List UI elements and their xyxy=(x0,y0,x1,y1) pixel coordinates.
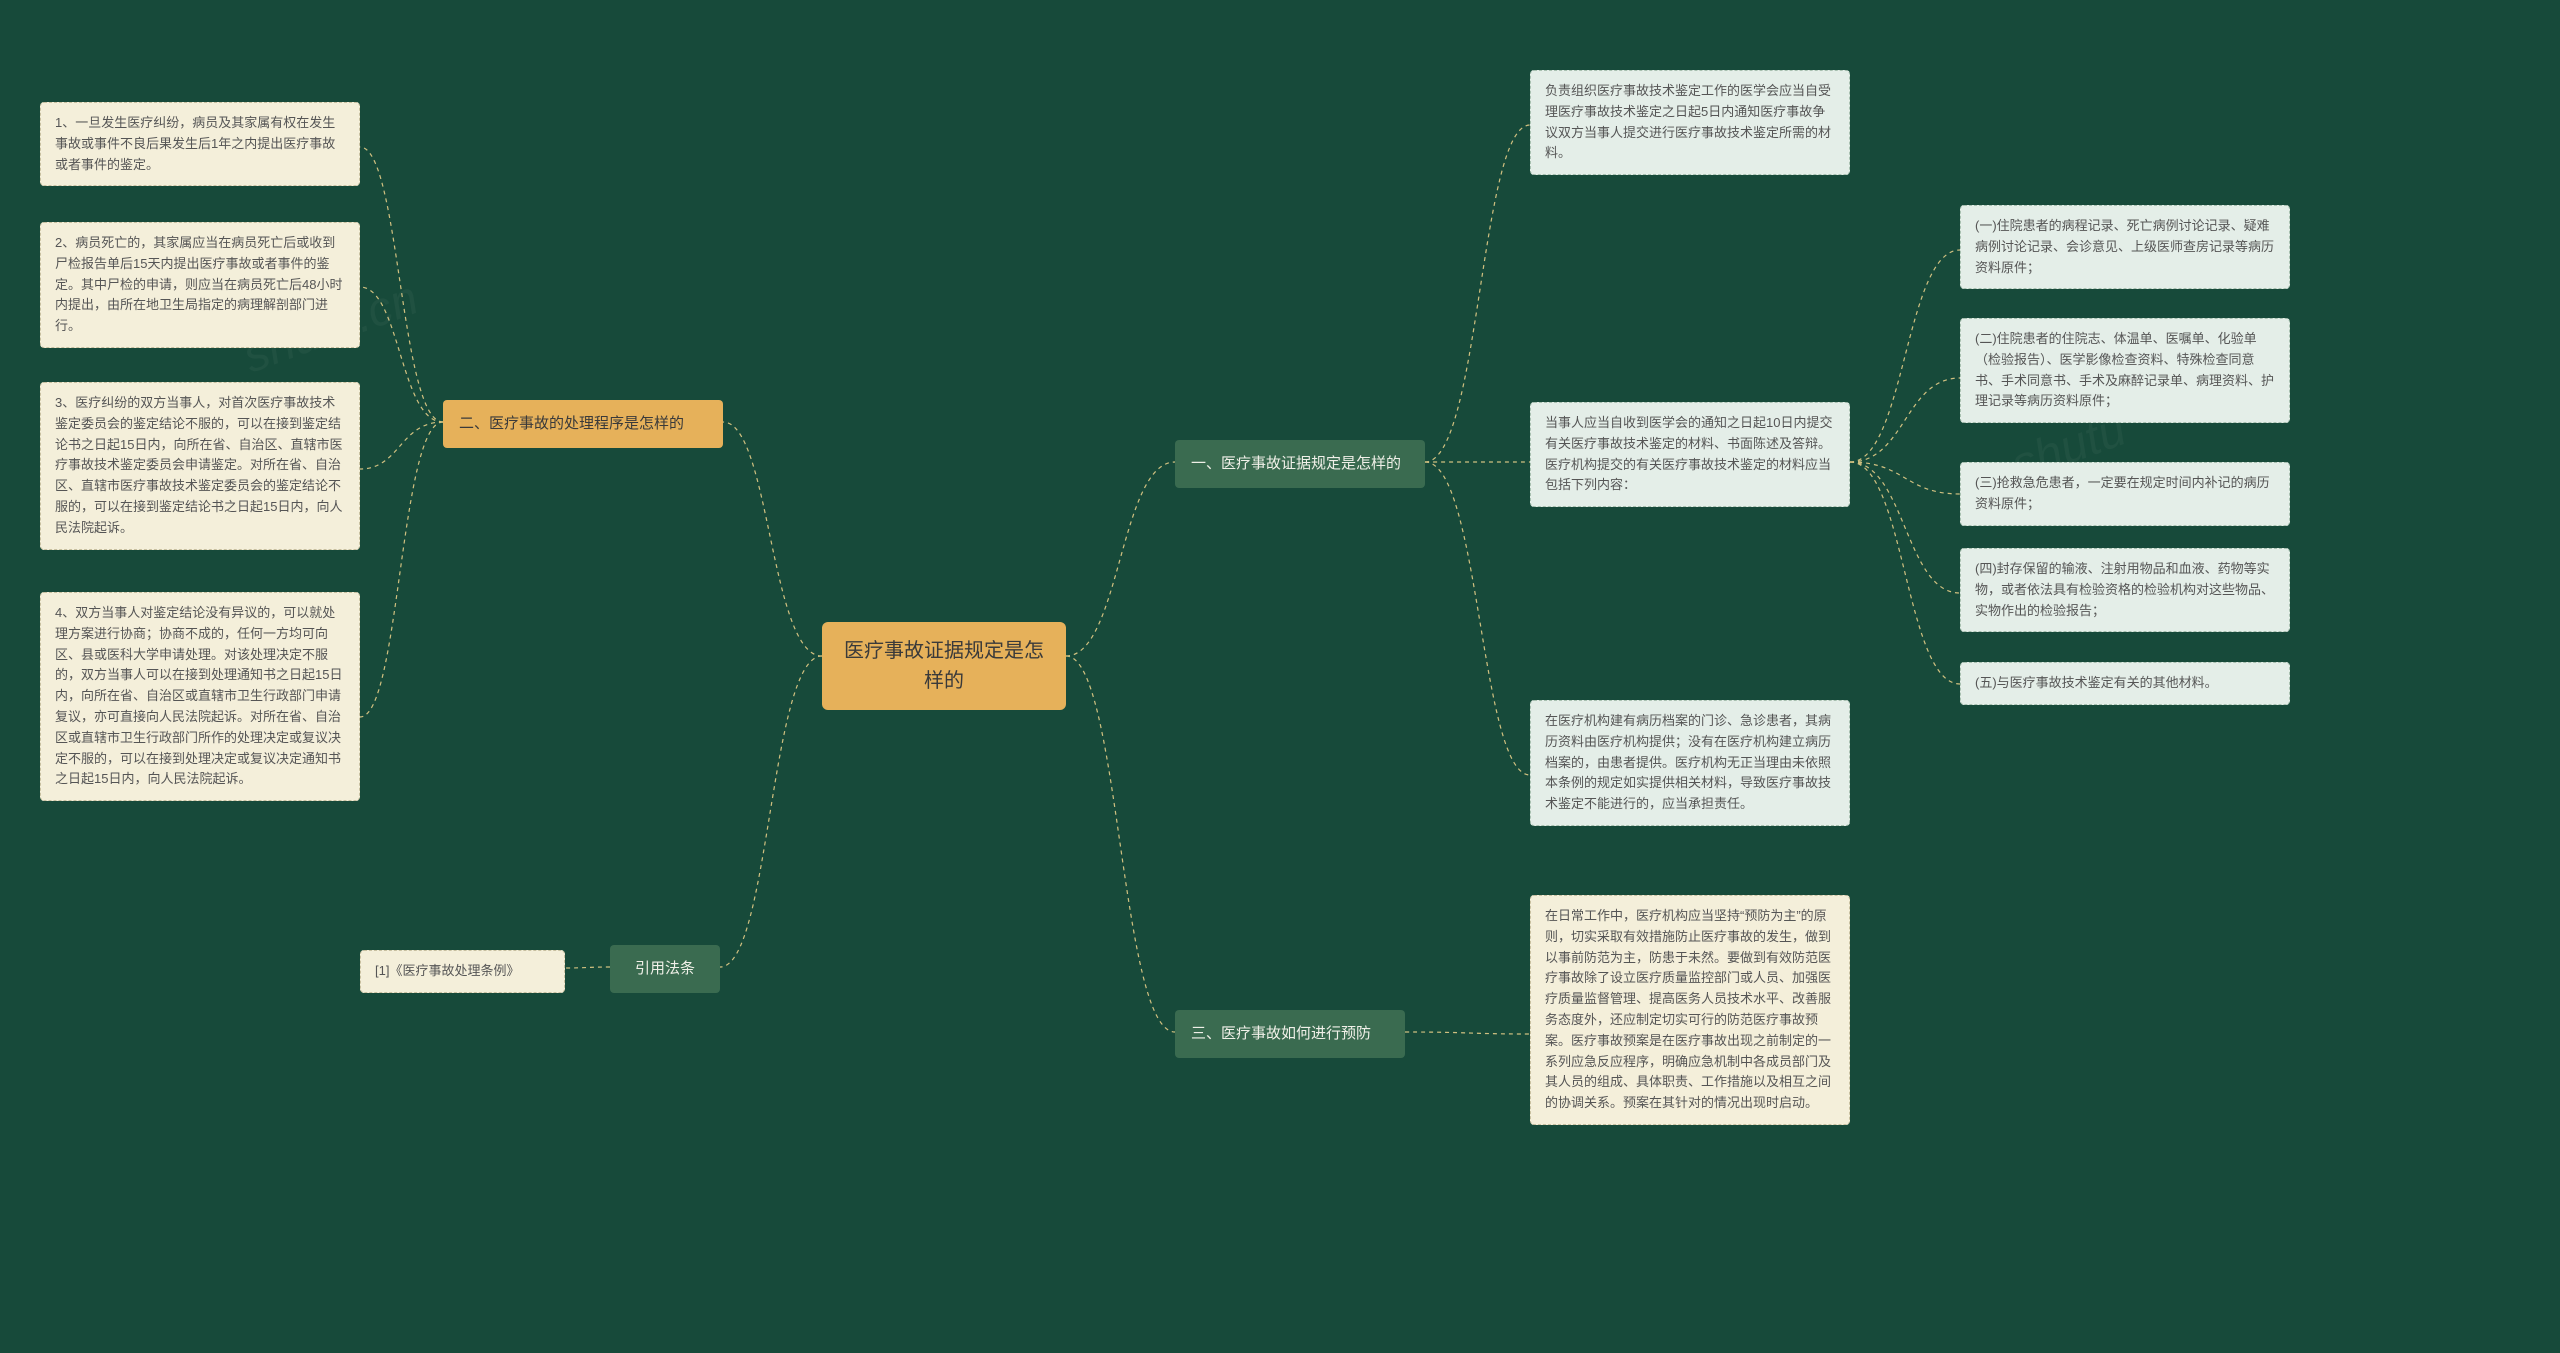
leaf-node: (五)与医疗事故技术鉴定有关的其他材料。 xyxy=(1960,662,2290,705)
leaf-node: 当事人应当自收到医学会的通知之日起10日内提交有关医疗事故技术鉴定的材料、书面陈… xyxy=(1530,402,1850,507)
branch-section-citation: 引用法条 xyxy=(610,945,720,993)
leaf-node: [1]《医疗事故处理条例》 xyxy=(360,950,565,993)
leaf-node: 4、双方当事人对鉴定结论没有异议的，可以就处理方案进行协商；协商不成的，任何一方… xyxy=(40,592,360,801)
leaf-node: (四)封存保留的输液、注射用物品和血液、药物等实物，或者依法具有检验资格的检验机… xyxy=(1960,548,2290,632)
leaf-node: (三)抢救急危患者，一定要在规定时间内补记的病历资料原件； xyxy=(1960,462,2290,526)
branch-section-1: 一、医疗事故证据规定是怎样的 xyxy=(1175,440,1425,488)
leaf-node: (二)住院患者的住院志、体温单、医嘱单、化验单（检验报告）、医学影像检查资料、特… xyxy=(1960,318,2290,423)
leaf-node: 1、一旦发生医疗纠纷，病员及其家属有权在发生事故或事件不良后果发生后1年之内提出… xyxy=(40,102,360,186)
leaf-node: 在日常工作中，医疗机构应当坚持“预防为主”的原则，切实采取有效措施防止医疗事故的… xyxy=(1530,895,1850,1125)
leaf-node: 负责组织医疗事故技术鉴定工作的医学会应当自受理医疗事故技术鉴定之日起5日内通知医… xyxy=(1530,70,1850,175)
center-node: 医疗事故证据规定是怎样的 xyxy=(822,622,1066,710)
branch-section-3: 三、医疗事故如何进行预防 xyxy=(1175,1010,1405,1058)
leaf-node: (一)住院患者的病程记录、死亡病例讨论记录、疑难病例讨论记录、会诊意见、上级医师… xyxy=(1960,205,2290,289)
leaf-node: 在医疗机构建有病历档案的门诊、急诊患者，其病历资料由医疗机构提供；没有在医疗机构… xyxy=(1530,700,1850,826)
leaf-node: 2、病员死亡的，其家属应当在病员死亡后或收到尸检报告单后15天内提出医疗事故或者… xyxy=(40,222,360,348)
leaf-node: 3、医疗纠纷的双方当事人，对首次医疗事故技术鉴定委员会的鉴定结论不服的，可以在接… xyxy=(40,382,360,550)
branch-section-2: 二、医疗事故的处理程序是怎样的 xyxy=(443,400,723,448)
